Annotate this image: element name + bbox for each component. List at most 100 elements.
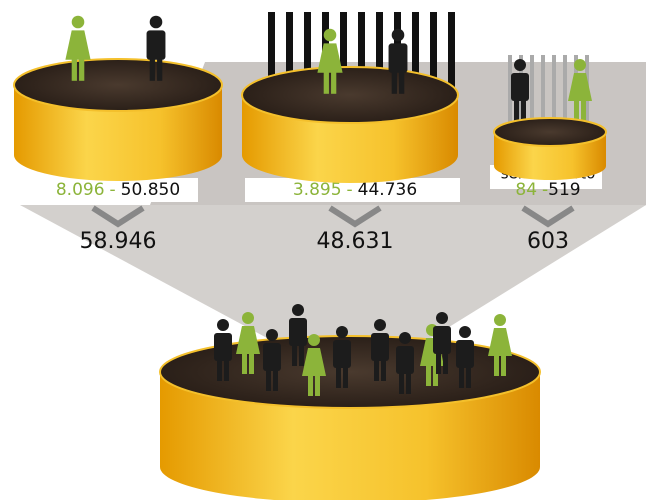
woman-icon <box>317 28 343 94</box>
body <box>333 340 351 368</box>
body <box>214 333 232 361</box>
bar <box>541 55 545 130</box>
head <box>459 326 471 338</box>
separator: - <box>542 180 548 200</box>
leg <box>336 366 341 388</box>
men-count: 519 <box>548 180 580 200</box>
leg <box>266 369 271 391</box>
checkmark <box>91 205 145 228</box>
leg <box>331 70 337 94</box>
leg <box>249 352 254 374</box>
head <box>336 326 348 338</box>
leg <box>381 359 386 381</box>
bar <box>268 12 275 100</box>
body <box>568 73 592 101</box>
body <box>302 348 326 376</box>
body <box>388 43 408 73</box>
women-count: 84 <box>515 180 537 200</box>
women-count: 8.096 <box>56 180 105 200</box>
body <box>371 333 389 361</box>
leg <box>406 372 411 394</box>
head <box>399 332 411 344</box>
head <box>374 319 386 331</box>
bar <box>508 55 512 130</box>
bar <box>358 12 365 100</box>
leg <box>308 374 313 396</box>
leg <box>514 99 519 121</box>
body <box>433 326 451 354</box>
man-icon <box>289 304 307 366</box>
subsystem-total: 603 <box>527 229 569 254</box>
separator: - <box>110 180 116 200</box>
leg <box>71 57 77 81</box>
breakdown: 84 -519 <box>515 180 580 200</box>
breakdown: 8.096-50.850 <box>56 180 180 200</box>
body <box>236 326 260 354</box>
bar <box>286 12 293 100</box>
man-icon <box>388 28 408 94</box>
bar <box>340 12 347 100</box>
funnel-lower <box>20 205 646 345</box>
leg <box>299 344 304 366</box>
leg <box>242 352 247 374</box>
woman-icon <box>65 15 91 81</box>
leg <box>315 374 320 396</box>
head <box>217 319 229 331</box>
bar <box>412 12 419 100</box>
subsystem-total: 48.631 <box>317 229 394 254</box>
body <box>456 340 474 368</box>
head <box>436 312 448 324</box>
bar <box>448 12 455 100</box>
man-icon <box>333 326 351 388</box>
leg <box>224 359 229 381</box>
number-box <box>18 178 198 202</box>
woman-icon <box>236 312 260 374</box>
leg <box>436 352 441 374</box>
leg <box>79 57 85 81</box>
cylinder-top <box>241 66 459 124</box>
body <box>263 343 281 371</box>
body <box>289 318 307 346</box>
leg <box>343 366 348 388</box>
head <box>242 312 254 324</box>
checkmark <box>521 205 575 228</box>
man-icon <box>263 329 281 391</box>
breakdown: 3.895-44.736 <box>293 180 417 200</box>
body <box>317 43 343 73</box>
leg <box>323 70 329 94</box>
man-icon <box>511 59 529 121</box>
leg <box>157 57 163 81</box>
checkmark <box>328 205 382 228</box>
woman-icon <box>302 334 326 396</box>
body <box>396 346 414 374</box>
bar <box>430 12 437 100</box>
leg <box>443 352 448 374</box>
man-icon <box>214 319 232 381</box>
leg <box>433 364 438 386</box>
leg <box>391 70 397 94</box>
leg <box>521 99 526 121</box>
cylinder-top <box>13 58 223 112</box>
bar <box>304 12 311 100</box>
leg <box>466 366 471 388</box>
men-count: 44.736 <box>358 180 417 200</box>
head <box>323 28 337 42</box>
woman-icon <box>568 59 592 121</box>
head <box>266 329 278 341</box>
man-icon <box>433 312 451 374</box>
man-icon <box>396 332 414 394</box>
leg <box>399 70 405 94</box>
head <box>308 334 320 346</box>
head <box>514 59 526 71</box>
leg <box>217 359 222 381</box>
body <box>511 73 529 101</box>
head <box>494 314 506 326</box>
separator: - <box>347 180 353 200</box>
leg <box>501 354 506 376</box>
head <box>292 304 304 316</box>
leg <box>374 359 379 381</box>
bar <box>563 55 567 130</box>
cylinder-body <box>14 85 222 181</box>
man-icon <box>371 319 389 381</box>
